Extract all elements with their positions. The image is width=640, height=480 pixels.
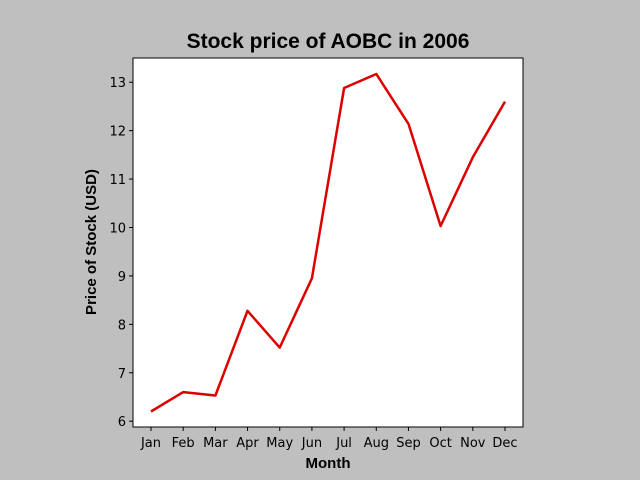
x-tick-label: Nov <box>460 436 486 451</box>
x-tick-label: Jan <box>140 436 161 451</box>
x-tick-label: Jun <box>301 436 322 451</box>
y-axis: 6 7 8 9 10 11 12 13 <box>109 76 133 430</box>
x-tick-label: Oct <box>429 436 451 451</box>
x-tick-label: Feb <box>172 436 195 451</box>
x-tick-label: Jul <box>335 436 352 451</box>
x-tick-label: May <box>266 436 293 451</box>
x-tick-label: Mar <box>203 436 228 451</box>
x-tick-label: Aug <box>364 436 389 451</box>
y-tick-label: 9 <box>118 270 126 285</box>
y-tick-label: 13 <box>109 76 126 91</box>
y-tick-label: 8 <box>118 318 126 333</box>
series-line <box>150 72 507 413</box>
chart-title: Stock price of AOBC in 2006 <box>187 30 470 53</box>
y-tick-label: 6 <box>118 415 126 430</box>
x-tick-label: Apr <box>236 436 259 451</box>
y-axis-label: Price of Stock (USD) <box>83 169 100 315</box>
series-layer <box>150 72 507 413</box>
x-tick-label: Dec <box>492 436 517 451</box>
x-tick-label: Sep <box>396 436 421 451</box>
plot-area <box>132 57 524 428</box>
y-tick-label: 12 <box>109 125 126 140</box>
x-axis-label: Month <box>306 455 351 472</box>
y-tick-label: 10 <box>109 221 126 236</box>
x-axis: Jan Feb Mar Apr May Jun Jul Aug Sep Oct Nov Dec <box>140 427 518 451</box>
y-tick-label: 11 <box>109 173 126 188</box>
y-tick-label: 7 <box>118 367 126 382</box>
